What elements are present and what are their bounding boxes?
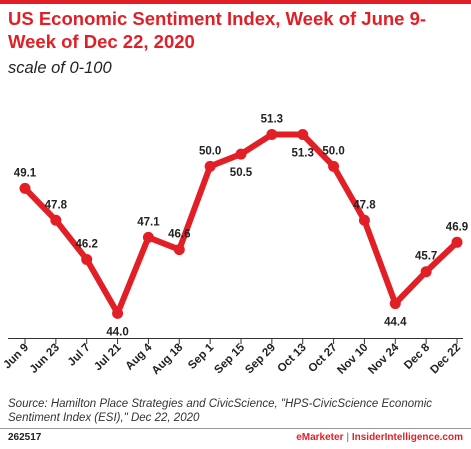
data-label: 44.4 <box>384 317 407 329</box>
data-label: 50.0 <box>199 145 221 157</box>
data-point <box>420 266 432 278</box>
data-label: 50.5 <box>230 167 253 179</box>
brand-emarketer: eMarketer <box>296 432 344 443</box>
chart-title: US Economic Sentiment Index, Week of Jun… <box>8 8 427 52</box>
data-label: 47.8 <box>353 199 376 211</box>
data-point <box>297 129 309 140</box>
chart-id: 262517 <box>8 432 42 443</box>
x-tick-label: Sep 29 <box>243 342 278 377</box>
data-label: 50.0 <box>322 145 344 157</box>
data-point <box>81 253 93 265</box>
data-label: 47.8 <box>45 199 68 211</box>
x-tick-label: Jul 21 <box>92 341 124 373</box>
x-tick-label: Sep 15 <box>212 341 247 376</box>
x-tick-label: Nov 24 <box>366 341 402 377</box>
data-label: 51.3 <box>292 148 314 160</box>
data-point <box>235 148 247 160</box>
data-label: 46.2 <box>76 238 98 250</box>
data-point <box>173 244 185 256</box>
data-label: 44.0 <box>106 326 128 338</box>
data-point <box>451 236 463 248</box>
top-accent-rule <box>0 0 471 4</box>
data-label: 47.1 <box>137 216 160 228</box>
data-label: 51.3 <box>261 114 283 126</box>
source-note: Source: Hamilton Place Strategies and Ci… <box>8 398 433 424</box>
data-label: 46.9 <box>446 221 468 233</box>
data-label: 46.6 <box>168 229 190 241</box>
data-label: 49.1 <box>14 167 37 179</box>
x-tick-label: Aug 18 <box>150 341 186 377</box>
data-point <box>204 160 216 172</box>
x-tick-label: Jun 9 <box>1 342 31 372</box>
data-label: 45.7 <box>415 251 437 263</box>
data-point <box>50 214 62 226</box>
data-point <box>19 182 31 194</box>
brand-separator: | <box>346 432 350 443</box>
chart-subtitle: scale of 0-100 <box>8 59 112 77</box>
data-point <box>358 214 370 226</box>
footer-brand: eMarketer | InsiderIntelligence.com <box>296 432 463 443</box>
data-point <box>112 307 124 319</box>
x-tick-label: Oct 27 <box>306 342 339 375</box>
x-tick-label: Nov 10 <box>335 342 370 377</box>
x-tick-label: Jun 23 <box>28 342 62 376</box>
data-point <box>389 298 401 310</box>
x-tick-label: Oct 13 <box>275 342 308 375</box>
x-tick-label: Jul 7 <box>66 342 93 369</box>
series-line <box>22 131 460 317</box>
data-point <box>142 231 154 243</box>
data-point <box>328 160 340 172</box>
footer-divider <box>0 428 471 429</box>
data-point <box>266 129 278 140</box>
brand-insiderintelligence: InsiderIntelligence.com <box>351 432 463 443</box>
x-tick-label: Dec 22 <box>428 342 463 377</box>
